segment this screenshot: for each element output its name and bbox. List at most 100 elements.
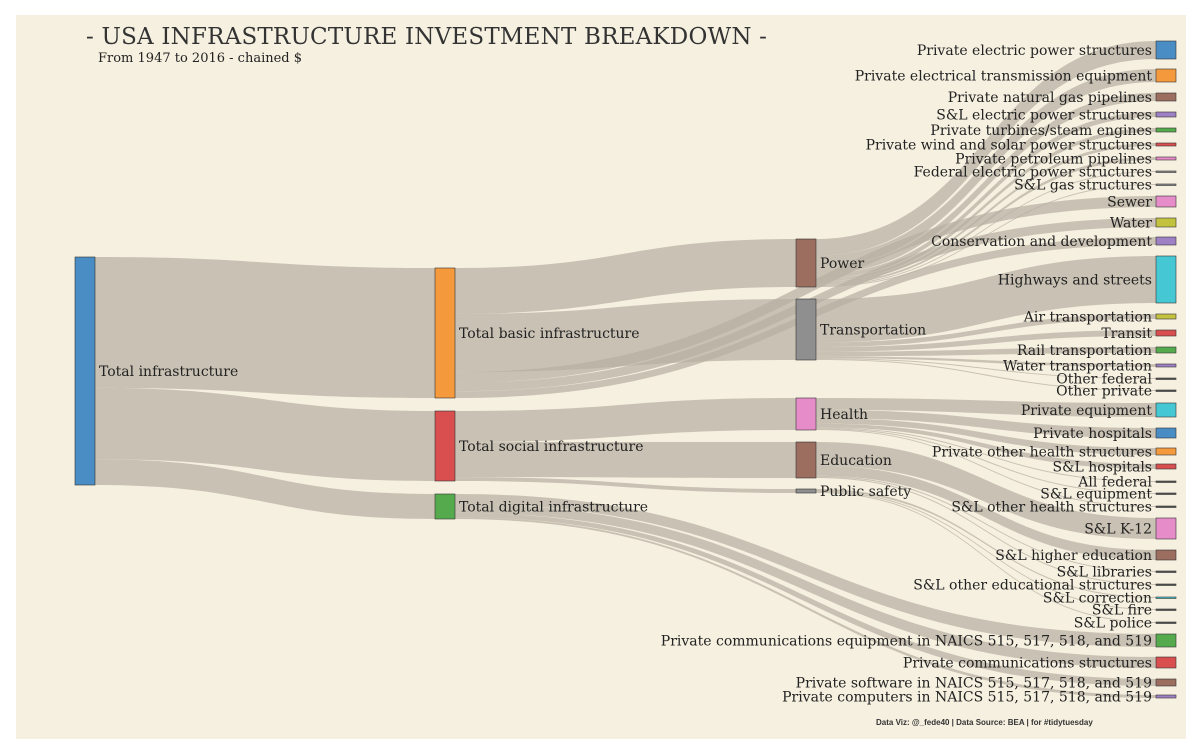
node-label-sllib: S&L libraries	[1057, 565, 1152, 581]
node-label-air: Air transportation	[1023, 310, 1152, 326]
node-label-transport: Transportation	[820, 323, 926, 339]
flow-safety-to-slfire	[816, 491, 1156, 610]
node-label-allfed: All federal	[1077, 475, 1152, 491]
node-cons	[1155, 236, 1177, 246]
node-label-psw: Private software in NAICS 515, 517, 518,…	[796, 676, 1152, 692]
node-transport	[795, 298, 817, 361]
node-ofed	[1155, 377, 1177, 380]
node-label-pohs: Private other health structures	[932, 445, 1152, 461]
node-ptse	[1155, 127, 1177, 133]
node-wtr	[1155, 363, 1177, 368]
node-label-sleq: S&L equipment	[1040, 487, 1152, 503]
node-label-social: Total social infrastructure	[459, 439, 643, 455]
node-label-power: Power	[820, 256, 865, 272]
node-label-pep: Private electric power structures	[917, 43, 1152, 59]
sankey-links	[95, 41, 1156, 698]
node-social	[434, 410, 456, 482]
node-label-safety: Public safety	[820, 484, 911, 500]
flow-power-to-fepp	[816, 171, 1156, 287]
flow-transport-to-air	[816, 314, 1156, 348]
node-label-slep: S&L electric power structures	[936, 108, 1152, 124]
node-slpol	[1155, 621, 1177, 624]
node-ppp	[1155, 156, 1177, 161]
node-label-slhosp: S&L hospitals	[1052, 460, 1152, 476]
flow-safety-to-slcorr	[816, 489, 1156, 598]
node-label-slfire: S&L fire	[1092, 603, 1152, 619]
flow-digital-to-pcomp	[455, 517, 1156, 698]
node-label-pngp: Private natural gas pipelines	[948, 90, 1152, 106]
node-label-pet: Private electrical transmission equipmen…	[855, 69, 1153, 85]
flow-total-to-basic	[95, 257, 435, 398]
flow-transport-to-wtr	[816, 356, 1156, 367]
chart-canvas: Total infrastructure Total basic infrastr…	[16, 15, 1186, 739]
flow-digital-to-psw	[455, 512, 1156, 686]
node-label-ppp: Private petroleum pipelines	[955, 152, 1152, 168]
node-pcs	[1155, 656, 1177, 669]
flow-power-to-pwsp	[816, 143, 1156, 284]
flow-social-to-safety	[455, 477, 796, 493]
node-label-digital: Total digital infrastructure	[459, 500, 648, 516]
flow-digital-to-pce	[455, 494, 1156, 647]
node-label-phosp: Private hospitals	[1033, 426, 1152, 442]
node-safety	[795, 488, 817, 494]
flow-total-to-social	[95, 387, 435, 481]
flow-health-to-phosp	[816, 409, 1156, 438]
node-sloes	[1155, 583, 1177, 586]
node-label-rail: Rail transportation	[1017, 343, 1152, 359]
node-label-health: Health	[820, 407, 868, 423]
node-label-sewer: Sewer	[1107, 195, 1152, 211]
node-slfire	[1155, 608, 1177, 611]
flow-education-to-sllib	[816, 475, 1156, 572]
node-health	[795, 397, 817, 431]
chart-title: - USA INFRASTRUCTURE INVESTMENT BREAKDOW…	[86, 24, 768, 50]
flow-health-to-pohs	[816, 418, 1156, 455]
flow-transport-to-transit	[816, 330, 1156, 352]
flow-power-to-slep	[816, 112, 1156, 279]
node-digital	[434, 493, 456, 520]
flow-total-to-digital	[95, 459, 435, 519]
flow-transport-to-opriv	[816, 359, 1156, 391]
node-label-transit: Transit	[1101, 326, 1152, 342]
node-label-hwy: Highways and streets	[998, 273, 1152, 289]
flow-education-to-sloes	[816, 476, 1156, 585]
node-pohs	[1155, 447, 1177, 456]
node-label-ptse: Private turbines/steam engines	[930, 123, 1152, 139]
node-label-sloes: S&L other educational structures	[913, 578, 1152, 594]
flow-basic-to-sewer	[455, 196, 1156, 383]
node-label-basic: Total basic infrastructure	[459, 326, 640, 342]
node-pwsp	[1155, 142, 1177, 147]
flow-power-to-slgs	[816, 184, 1156, 287]
flow-health-to-sleq	[816, 428, 1156, 494]
flow-education-to-k12	[816, 442, 1156, 539]
node-label-k12: S&L K-12	[1084, 522, 1152, 538]
node-sllib	[1155, 570, 1177, 573]
node-label-wtr: Water transportation	[1003, 359, 1152, 375]
flow-digital-to-pcs	[455, 503, 1156, 668]
node-label-pcomp: Private computers in NAICS 515, 517, 518…	[782, 690, 1152, 706]
node-label-slhe: S&L higher education	[995, 548, 1152, 564]
chart-caption: Data Viz: @_fede40 | Data Source: BEA | …	[876, 718, 1093, 727]
node-label-peq: Private equipment	[1021, 403, 1152, 419]
node-slgs	[1155, 183, 1177, 186]
node-pcomp	[1155, 694, 1177, 699]
flow-transport-to-ofed	[816, 358, 1156, 379]
node-label-pcs: Private communications structures	[903, 656, 1152, 672]
node-label-slcorr: S&L correction	[1043, 591, 1152, 607]
node-fepp	[1155, 170, 1177, 173]
node-slhe	[1155, 549, 1177, 561]
node-psw	[1155, 678, 1177, 687]
flow-social-to-health	[455, 398, 796, 443]
flow-transport-to-hwy	[816, 256, 1156, 343]
flow-health-to-peq	[816, 398, 1156, 417]
node-label-ofed: Other federal	[1056, 372, 1152, 388]
node-water	[1155, 217, 1177, 228]
sankey-nodes: Total infrastructure Total basic infrastr…	[74, 40, 1177, 706]
node-total	[74, 256, 96, 486]
flow-social-to-education	[455, 442, 796, 478]
flow-health-to-slhosp	[816, 423, 1156, 469]
flow-power-to-pngp	[816, 93, 1156, 275]
node-sewer	[1155, 195, 1177, 208]
flow-education-to-slhe	[816, 465, 1156, 560]
node-pngp	[1155, 92, 1177, 102]
node-label-water: Water	[1110, 216, 1152, 232]
